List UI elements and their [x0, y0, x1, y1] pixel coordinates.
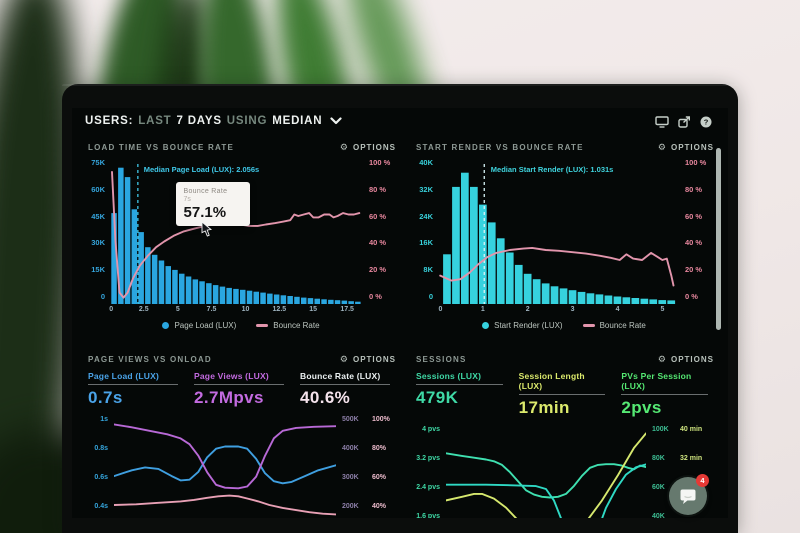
panel-title: PAGE VIEWS VS ONLOAD	[88, 354, 212, 364]
load-time-plot[interactable]: Median Page Load (LUX): 2.056s Bounce Ra…	[110, 162, 362, 304]
series-line-icon	[256, 324, 269, 327]
start-render-plot[interactable]: Median Start Render (LUX): 1.031s	[438, 162, 678, 304]
panel-start-render: START RENDER VS BOUNCE RATE ⚙ OPTIONS 40K…	[410, 138, 718, 344]
legend-item-bounce-rate[interactable]: Bounce Rate	[256, 321, 320, 330]
metric-page-load: Page Load (LUX) 0.7s	[82, 371, 188, 408]
x-axis: 0 2.5 5 7.5 10 12.5 15 17.5	[109, 306, 354, 313]
panel-title: LOAD TIME VS BOUNCE RATE	[88, 142, 234, 152]
y-axis-right: 100 % 80 % 60 % 40 % 20 % 0 %	[369, 158, 391, 301]
series-line-icon	[582, 324, 595, 327]
y-axis-left: 40K 32K 24K 16K 8K 0	[419, 158, 433, 301]
series-dot-icon	[482, 322, 490, 329]
scrollbar-thumb[interactable]	[716, 148, 721, 330]
page-views-chart-area[interactable]: 1s 0.8s 0.6s 0.4s 500K 100% 400K 80% 300K 60% …	[82, 414, 400, 518]
y-axis-left: 4 pvs 3.2 pvs 2.4 pvs 1.6 pvs	[416, 426, 440, 518]
median-annotation: Median Page Load (LUX): 2.056s	[143, 165, 260, 174]
bounce-rate-tooltip: Bounce Rate 7s 57.1%	[175, 181, 250, 226]
share-icon[interactable]	[678, 116, 691, 128]
display-icon[interactable]	[655, 116, 669, 128]
sessions-chart[interactable]	[446, 424, 646, 518]
metrics-row: Page Load (LUX) 0.7s Page Views (LUX) 2.…	[82, 371, 400, 408]
y-axis-right: 100 % 80 % 60 % 40 % 20 % 0 %	[685, 158, 707, 301]
header-icons: ?	[655, 116, 712, 128]
gear-icon: ⚙	[657, 141, 667, 152]
svg-text:?: ?	[704, 118, 709, 127]
header-days-label: 7 DAYS	[176, 115, 222, 127]
gear-icon: ⚙	[339, 141, 349, 152]
panel-sessions: SESSIONS ⚙ OPTIONS Sessions (LUX) 479K Se…	[410, 350, 718, 518]
y-axis-left: 1s 0.8s 0.6s 0.4s	[94, 416, 108, 510]
legend-item-start-render[interactable]: Start Render (LUX)	[482, 321, 563, 330]
header-using-label: USING	[226, 115, 268, 127]
legend: Start Render (LUX) Bounce Rate	[410, 321, 718, 330]
laptop: USERS: LAST 7 DAYS USING MEDIAN ? LOAD T…	[62, 84, 738, 533]
y-axis-right: 500K 100% 400K 80% 300K 60% 200K 40%	[342, 416, 390, 510]
chat-button[interactable]: 4	[669, 474, 709, 515]
metric-bounce-rate: Bounce Rate (LUX) 40.6%	[294, 371, 400, 408]
chevron-down-icon	[330, 117, 342, 125]
dashboard-screen: USERS: LAST 7 DAYS USING MEDIAN ? LOAD T…	[72, 108, 728, 518]
panel-title: START RENDER VS BOUNCE RATE	[416, 142, 584, 152]
options-button[interactable]: ⚙ OPTIONS	[339, 141, 396, 152]
legend-item-bounce-rate[interactable]: Bounce Rate	[582, 321, 646, 330]
help-icon[interactable]: ?	[700, 116, 712, 128]
options-button[interactable]: ⚙ OPTIONS	[657, 353, 714, 364]
metric-session-length: Session Length (LUX) 17min	[513, 371, 616, 418]
load-time-chart[interactable]	[110, 162, 362, 304]
header-median-label: MEDIAN	[272, 115, 323, 127]
header-users-label: USERS:	[85, 115, 134, 127]
x-axis: 0 1 2 3 4 5	[438, 306, 665, 313]
chat-bubble-icon	[680, 489, 696, 504]
legend: Page Load (LUX) Bounce Rate	[82, 321, 400, 330]
gear-icon: ⚙	[339, 353, 349, 364]
page-views-chart[interactable]	[114, 414, 336, 518]
series-dot-icon	[162, 322, 170, 329]
start-render-chart[interactable]	[438, 162, 678, 304]
users-filter-dropdown[interactable]: USERS: LAST 7 DAYS USING MEDIAN	[85, 115, 342, 127]
y-axis-left: 75K 60K 45K 30K 15K 0	[91, 158, 105, 301]
metric-pvs-per-session: PVs Per Session (LUX) 2pvs	[615, 371, 718, 418]
legend-item-page-load[interactable]: Page Load (LUX)	[162, 321, 236, 330]
notification-badge: 4	[696, 474, 709, 487]
metric-page-views: Page Views (LUX) 2.7Mpvs	[188, 371, 294, 408]
mouse-cursor	[201, 221, 212, 237]
panel-title: SESSIONS	[416, 354, 467, 364]
dashboard-header: USERS: LAST 7 DAYS USING MEDIAN ?	[72, 108, 728, 136]
panel-load-time: LOAD TIME VS BOUNCE RATE ⚙ OPTIONS 75K 60K…	[82, 138, 400, 344]
metrics-row: Sessions (LUX) 479K Session Length (LUX)…	[410, 371, 718, 418]
median-annotation: Median Start Render (LUX): 1.031s	[490, 165, 614, 174]
metric-sessions: Sessions (LUX) 479K	[410, 371, 513, 418]
options-button[interactable]: ⚙ OPTIONS	[657, 141, 714, 152]
gear-icon: ⚙	[657, 353, 667, 364]
options-button[interactable]: ⚙ OPTIONS	[339, 353, 396, 364]
header-last-label: LAST	[138, 115, 172, 127]
panel-page-views: PAGE VIEWS VS ONLOAD ⚙ OPTIONS Page Load …	[82, 350, 400, 518]
